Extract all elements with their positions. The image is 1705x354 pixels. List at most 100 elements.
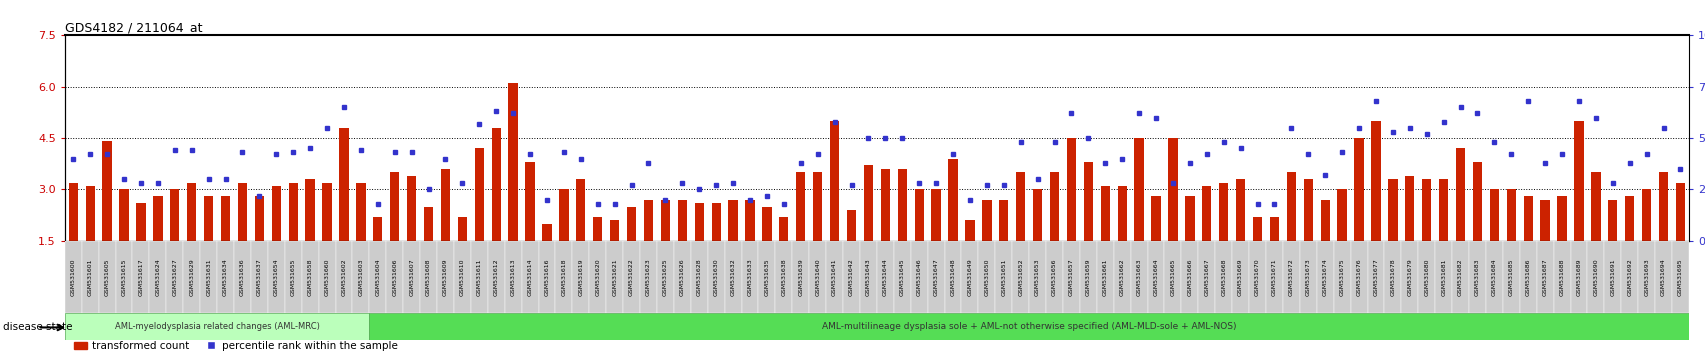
Bar xyxy=(402,241,419,313)
Bar xyxy=(288,183,298,241)
Text: GSM531693: GSM531693 xyxy=(1644,258,1649,296)
Bar xyxy=(994,241,1011,313)
Text: GSM531617: GSM531617 xyxy=(138,258,143,296)
Bar xyxy=(488,241,505,313)
Bar xyxy=(305,179,315,241)
Bar xyxy=(796,172,805,241)
Text: GSM531675: GSM531675 xyxy=(1338,258,1344,296)
Text: GSM531639: GSM531639 xyxy=(798,258,803,296)
Text: GSM531643: GSM531643 xyxy=(866,258,871,296)
Text: GSM531691: GSM531691 xyxy=(1610,258,1615,296)
Text: GSM531649: GSM531649 xyxy=(967,258,972,296)
Bar xyxy=(1333,241,1350,313)
Bar xyxy=(813,172,822,241)
Bar xyxy=(962,241,979,313)
Text: disease state: disease state xyxy=(3,322,73,332)
Bar xyxy=(285,241,302,313)
Bar xyxy=(791,241,808,313)
Text: GSM531656: GSM531656 xyxy=(1052,258,1057,296)
Text: GSM531692: GSM531692 xyxy=(1627,258,1632,296)
Bar xyxy=(1113,241,1130,313)
Bar xyxy=(373,217,382,241)
Bar xyxy=(1168,138,1176,241)
Bar xyxy=(745,200,754,241)
Bar xyxy=(119,189,128,241)
Bar xyxy=(1454,148,1465,241)
Bar xyxy=(982,200,991,241)
Bar xyxy=(711,203,721,241)
Bar xyxy=(336,241,353,313)
Bar xyxy=(1016,172,1025,241)
Bar xyxy=(999,200,1008,241)
Bar xyxy=(593,217,602,241)
Bar xyxy=(390,172,399,241)
Bar xyxy=(1350,241,1367,313)
Bar xyxy=(742,241,759,313)
Bar xyxy=(639,241,656,313)
Text: GSM531650: GSM531650 xyxy=(984,258,989,296)
Bar xyxy=(762,206,771,241)
Bar xyxy=(85,186,95,241)
Bar xyxy=(1417,241,1434,313)
Text: GSM531659: GSM531659 xyxy=(1084,258,1089,296)
Bar xyxy=(1282,241,1299,313)
Bar xyxy=(1303,179,1313,241)
Bar xyxy=(1251,217,1262,241)
Text: GSM531651: GSM531651 xyxy=(1001,258,1006,296)
Bar xyxy=(1506,189,1516,241)
Bar xyxy=(842,241,859,313)
Text: GSM531667: GSM531667 xyxy=(1204,258,1209,296)
Bar xyxy=(1591,172,1599,241)
Bar xyxy=(948,159,957,241)
Bar xyxy=(588,241,605,313)
Text: GSM531674: GSM531674 xyxy=(1321,258,1326,296)
Bar xyxy=(1066,138,1076,241)
Bar xyxy=(1608,200,1616,241)
Text: GSM531612: GSM531612 xyxy=(493,258,498,296)
Text: GSM531672: GSM531672 xyxy=(1287,258,1292,296)
Bar xyxy=(1603,241,1620,313)
Bar xyxy=(116,241,133,313)
Text: GSM531653: GSM531653 xyxy=(1035,258,1040,296)
Bar xyxy=(302,241,319,313)
Text: GSM531605: GSM531605 xyxy=(104,258,109,296)
Text: GSM531683: GSM531683 xyxy=(1475,258,1480,296)
Bar xyxy=(436,241,454,313)
Text: GSM531610: GSM531610 xyxy=(460,258,465,296)
Bar xyxy=(1269,217,1279,241)
Bar xyxy=(133,241,150,313)
Bar xyxy=(708,241,725,313)
Bar xyxy=(1130,241,1147,313)
Bar xyxy=(863,165,873,241)
Text: GSM531641: GSM531641 xyxy=(832,258,837,296)
Text: GSM531629: GSM531629 xyxy=(189,258,194,296)
Bar xyxy=(153,196,162,241)
Bar xyxy=(660,200,670,241)
Text: AML-multilineage dysplasia sole + AML-not otherwise specified (AML-MLD-sole + AM: AML-multilineage dysplasia sole + AML-no… xyxy=(822,322,1236,331)
Bar xyxy=(1557,196,1565,241)
Bar xyxy=(605,241,622,313)
Bar xyxy=(199,241,217,313)
Bar xyxy=(1147,241,1165,313)
Text: GSM531619: GSM531619 xyxy=(578,258,583,296)
Bar xyxy=(759,241,774,313)
Text: GSM531628: GSM531628 xyxy=(696,258,701,296)
Text: GSM531694: GSM531694 xyxy=(1661,258,1666,296)
Bar xyxy=(188,183,196,241)
Bar xyxy=(1574,121,1582,241)
Bar xyxy=(170,189,179,241)
Bar xyxy=(1405,176,1413,241)
Bar xyxy=(1471,162,1482,241)
Bar xyxy=(1451,241,1468,313)
Bar xyxy=(1388,179,1396,241)
Bar xyxy=(1637,241,1654,313)
Text: GSM531657: GSM531657 xyxy=(1069,258,1074,296)
Text: GSM531620: GSM531620 xyxy=(595,258,600,296)
Bar xyxy=(1151,196,1159,241)
Bar xyxy=(656,241,673,313)
Text: GSM531688: GSM531688 xyxy=(1558,258,1563,296)
Bar xyxy=(728,200,737,241)
Bar xyxy=(539,241,556,313)
Text: GSM531685: GSM531685 xyxy=(1507,258,1512,296)
Text: GSM531652: GSM531652 xyxy=(1018,258,1023,296)
